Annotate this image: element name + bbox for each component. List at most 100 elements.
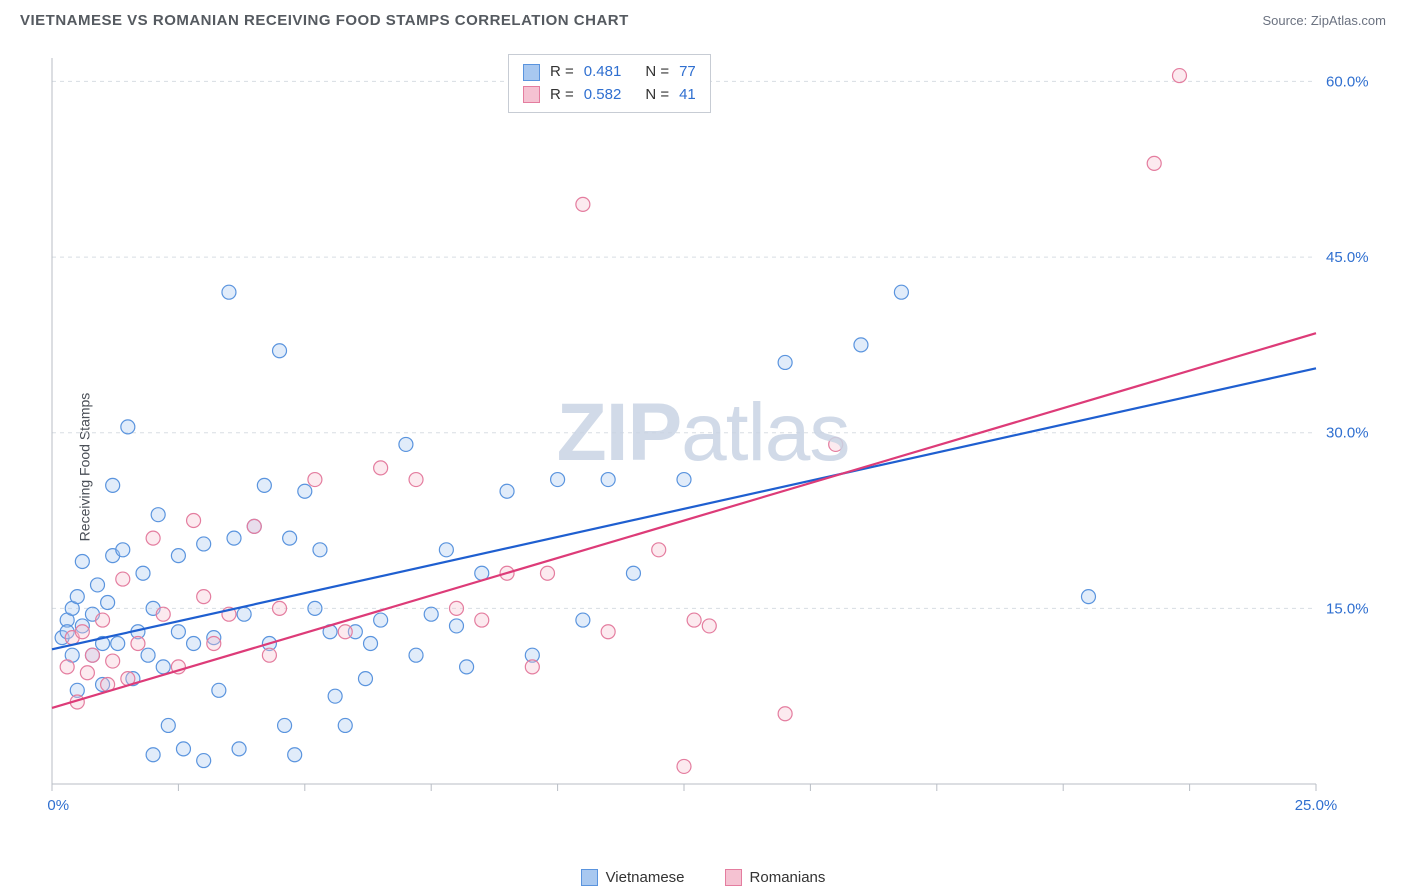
data-point <box>197 754 211 768</box>
data-point <box>358 672 372 686</box>
data-point <box>156 660 170 674</box>
data-point <box>101 596 115 610</box>
data-point <box>187 514 201 528</box>
data-point <box>449 619 463 633</box>
data-point <box>778 707 792 721</box>
data-point <box>894 285 908 299</box>
scatter-plot: 15.0%30.0%45.0%60.0% 0.0%25.0% <box>46 52 1386 832</box>
data-point <box>136 566 150 580</box>
stat-n: 77 <box>679 61 696 84</box>
y-tick-label: 45.0% <box>1326 249 1369 266</box>
data-point <box>237 607 251 621</box>
stats-row: R = 0.582N = 41 <box>523 84 696 107</box>
stat-n: 41 <box>679 84 696 107</box>
data-point <box>677 759 691 773</box>
data-point <box>374 461 388 475</box>
data-point <box>70 590 84 604</box>
data-point <box>500 484 514 498</box>
data-point <box>75 625 89 639</box>
data-point <box>212 683 226 697</box>
data-point <box>197 537 211 551</box>
source-label: Source: ZipAtlas.com <box>1262 13 1386 28</box>
data-point <box>687 613 701 627</box>
data-point <box>146 531 160 545</box>
data-point <box>151 508 165 522</box>
trend-line <box>52 333 1316 708</box>
data-point <box>80 666 94 680</box>
data-point <box>576 197 590 211</box>
data-point <box>232 742 246 756</box>
data-point <box>207 636 221 650</box>
data-point <box>283 531 297 545</box>
data-point <box>449 601 463 615</box>
data-point <box>171 549 185 563</box>
data-point <box>146 748 160 762</box>
data-point <box>278 718 292 732</box>
data-point <box>171 625 185 639</box>
data-point <box>222 285 236 299</box>
legend-item: Romanians <box>725 869 826 886</box>
data-point <box>652 543 666 557</box>
data-point <box>525 660 539 674</box>
data-point <box>141 648 155 662</box>
stat-r: 0.582 <box>584 84 622 107</box>
data-point <box>176 742 190 756</box>
data-point <box>308 473 322 487</box>
trend-line <box>52 368 1316 649</box>
series-swatch <box>523 64 540 81</box>
data-point <box>288 748 302 762</box>
data-point <box>75 555 89 569</box>
x-tick-label: 0.0% <box>46 797 69 814</box>
title-bar: VIETNAMESE VS ROMANIAN RECEIVING FOOD ST… <box>0 0 1406 37</box>
data-point <box>829 437 843 451</box>
data-point <box>116 543 130 557</box>
data-point <box>439 543 453 557</box>
series-swatch <box>581 869 598 886</box>
legend-label: Vietnamese <box>606 869 685 886</box>
data-point <box>540 566 554 580</box>
data-point <box>778 355 792 369</box>
series-swatch <box>523 86 540 103</box>
data-point <box>338 625 352 639</box>
data-point <box>328 689 342 703</box>
data-point <box>626 566 640 580</box>
data-point <box>308 601 322 615</box>
data-point <box>460 660 474 674</box>
data-point <box>247 519 261 533</box>
data-point <box>854 338 868 352</box>
stats-legend: R = 0.481N = 77R = 0.582N = 41 <box>508 54 711 113</box>
legend-item: Vietnamese <box>581 869 685 886</box>
data-point <box>273 601 287 615</box>
series-swatch <box>725 869 742 886</box>
chart-area: Receiving Food Stamps 15.0%30.0%45.0%60.… <box>0 42 1406 892</box>
data-point <box>338 718 352 732</box>
bottom-legend: Vietnamese Romanians <box>0 869 1406 886</box>
data-point <box>475 613 489 627</box>
data-point <box>91 578 105 592</box>
data-point <box>60 660 74 674</box>
data-point <box>161 718 175 732</box>
data-point <box>298 484 312 498</box>
x-tick-label: 25.0% <box>1295 797 1338 814</box>
y-tick-label: 60.0% <box>1326 73 1369 90</box>
data-point <box>424 607 438 621</box>
data-point <box>273 344 287 358</box>
data-point <box>601 625 615 639</box>
data-point <box>1081 590 1095 604</box>
data-point <box>262 648 276 662</box>
stats-row: R = 0.481N = 77 <box>523 61 696 84</box>
data-point <box>551 473 565 487</box>
data-point <box>257 478 271 492</box>
data-point <box>576 613 590 627</box>
data-point <box>187 636 201 650</box>
data-point <box>364 636 378 650</box>
data-point <box>106 478 120 492</box>
data-point <box>1172 69 1186 83</box>
legend-label: Romanians <box>750 869 826 886</box>
data-point <box>116 572 130 586</box>
data-point <box>1147 156 1161 170</box>
data-point <box>197 590 211 604</box>
data-point <box>409 473 423 487</box>
data-point <box>702 619 716 633</box>
data-point <box>121 420 135 434</box>
